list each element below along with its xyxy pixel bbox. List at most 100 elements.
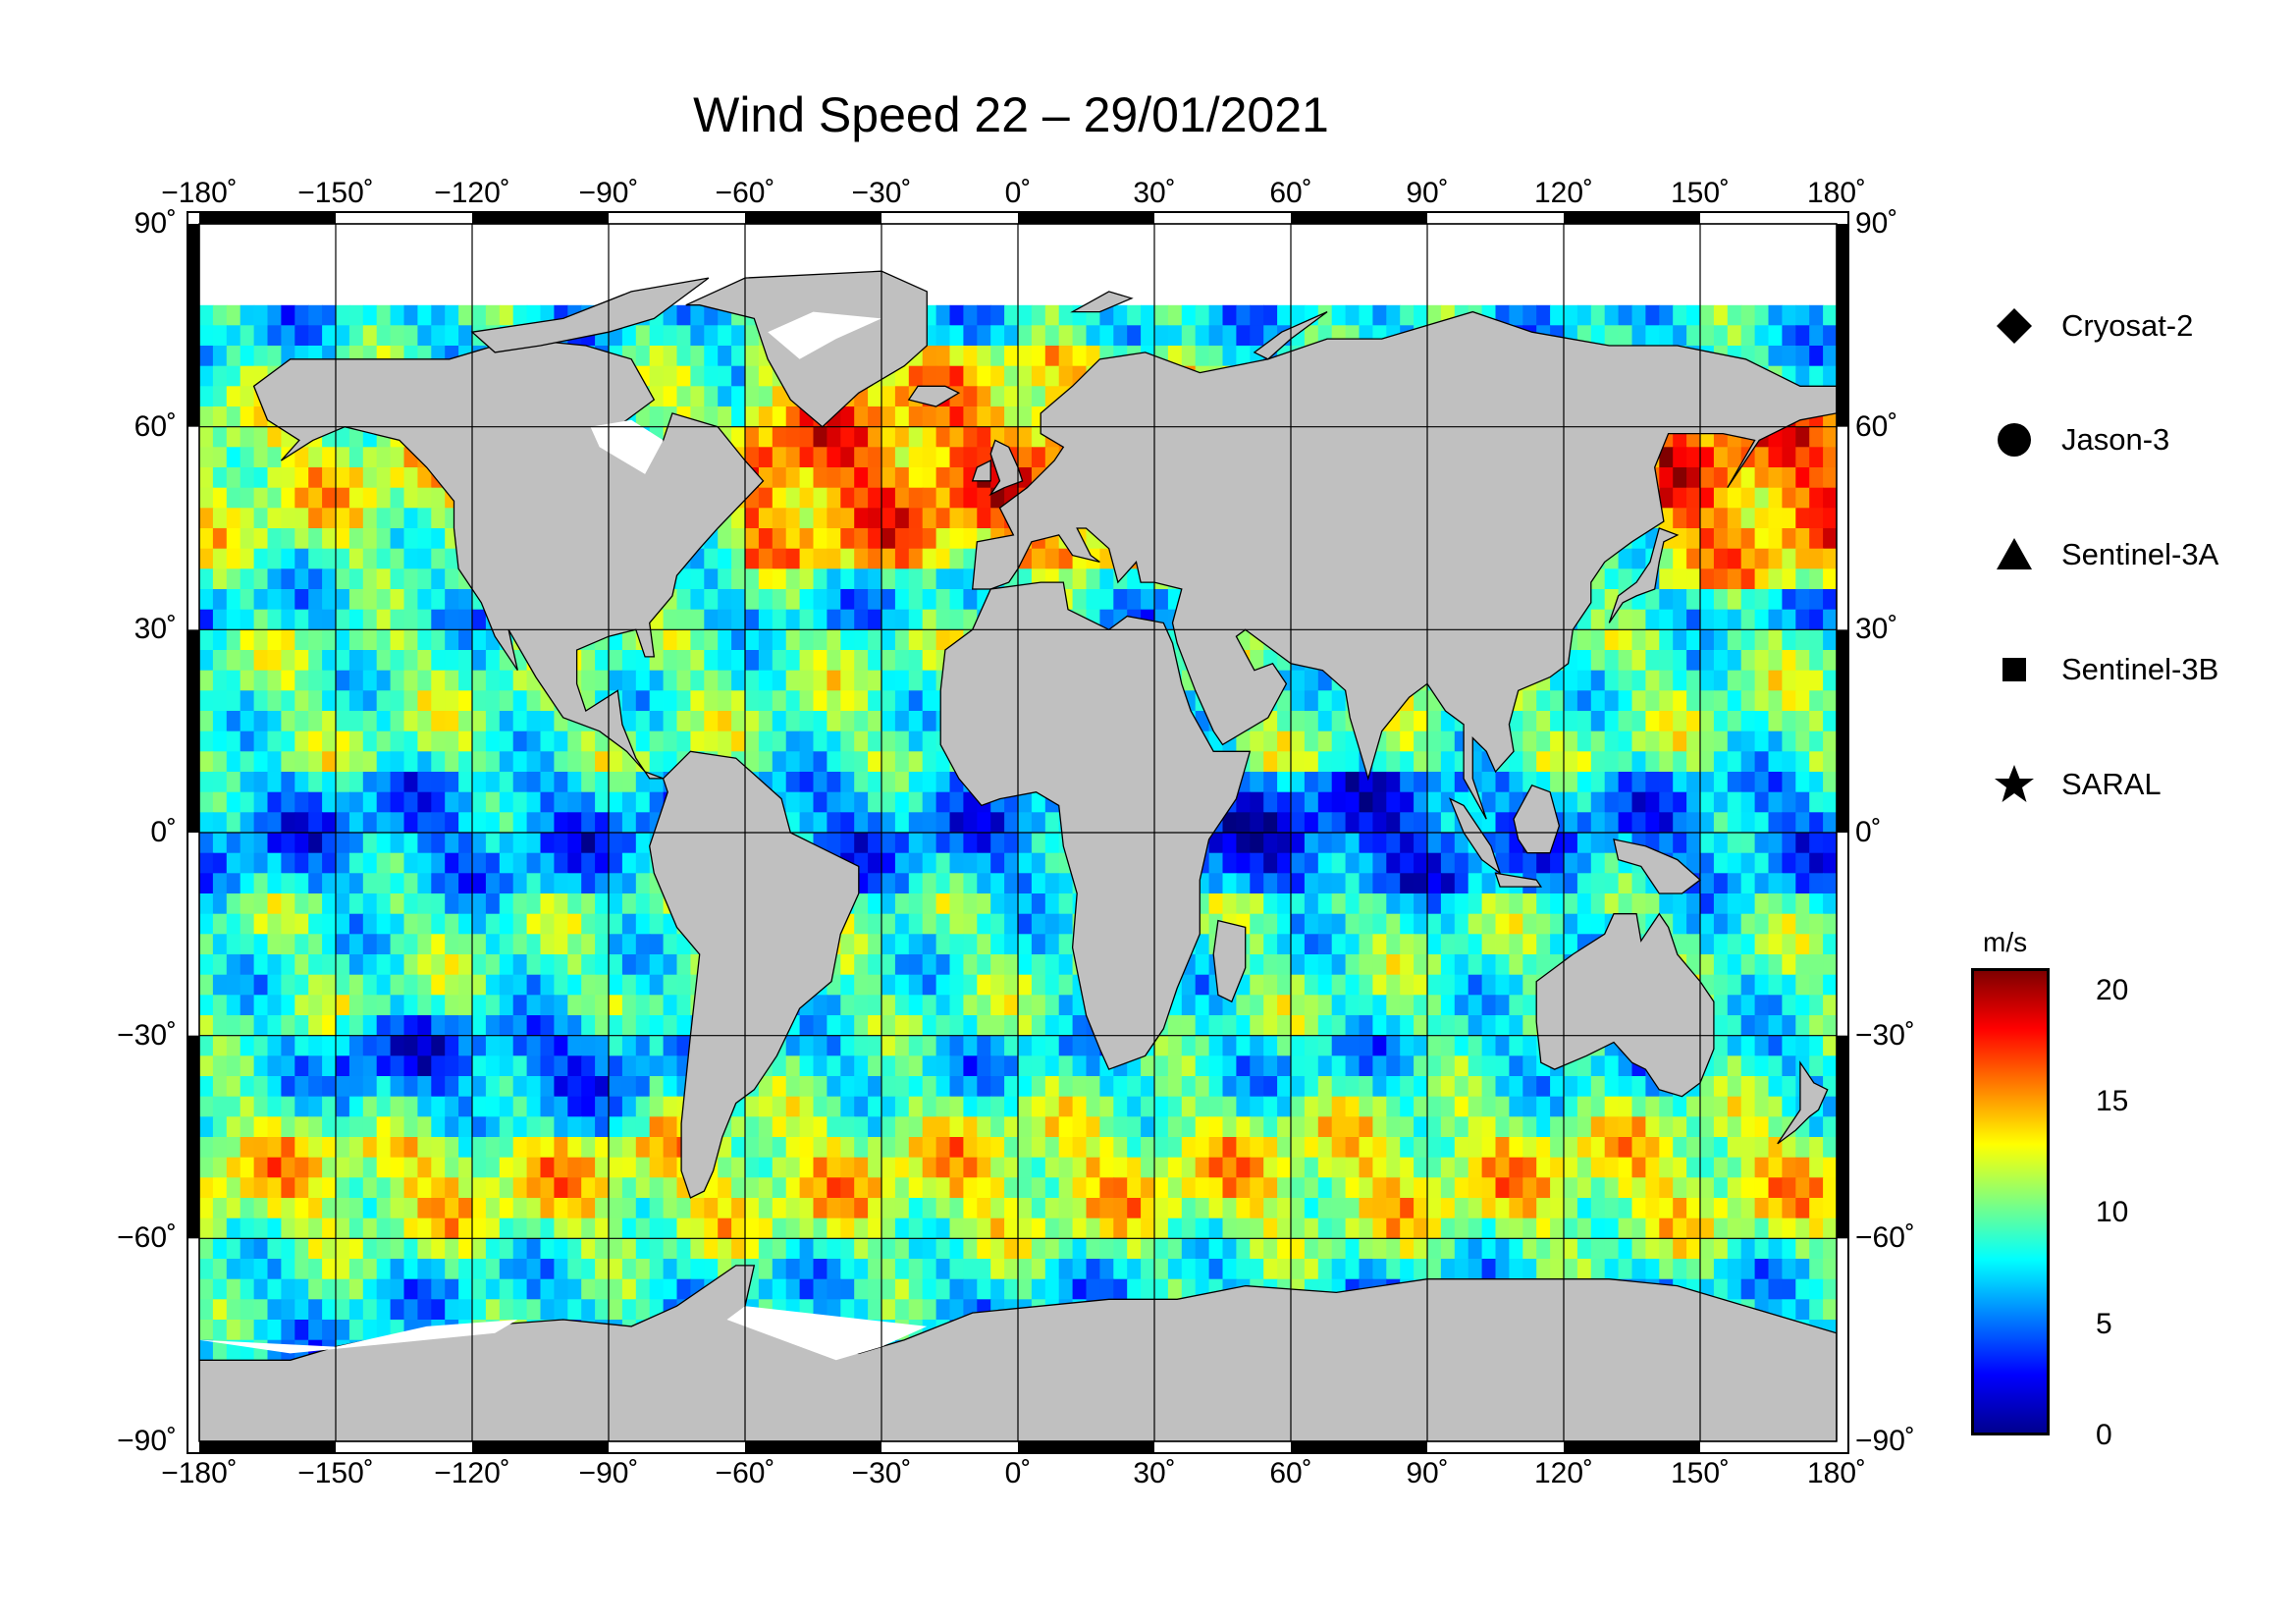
lat-tick-label: 30˚ [133, 613, 177, 646]
legend-item-jason-3: Jason-3 [1993, 415, 2169, 464]
lat-tick-label: −60˚ [1855, 1221, 1915, 1255]
lat-tick-label: 0˚ [150, 816, 177, 848]
frame-segment [1837, 629, 1848, 833]
lon-tick-label: −120˚ [434, 177, 510, 209]
lat-tick-label: 90˚ [1855, 207, 1898, 240]
colorbar [1971, 968, 2050, 1435]
star-icon [1993, 763, 2036, 806]
lon-tick-label: 180˚ [1806, 1457, 1867, 1489]
lon-tick-label: −150˚ [297, 1457, 374, 1489]
frame-segment [1018, 212, 1154, 224]
lon-tick-label: 180˚ [1806, 177, 1867, 209]
lon-tick-label: −180˚ [161, 177, 238, 209]
frame-segment [745, 212, 881, 224]
lat-tick-label: 0˚ [1855, 816, 1882, 848]
land-polygon [971, 310, 1837, 820]
wind-speed-field [199, 224, 1837, 1441]
lon-tick-label: 0˚ [1004, 177, 1032, 209]
lat-tick-label: −90˚ [117, 1425, 177, 1457]
square-icon [1993, 648, 2036, 691]
lon-tick-label: 0˚ [1004, 1457, 1032, 1489]
lon-tick-label: −60˚ [715, 177, 775, 209]
frame-segment [1837, 1035, 1848, 1239]
land-polygon [1608, 527, 1680, 623]
land-polygon [1777, 1060, 1829, 1145]
colorbar-unit: m/s [1983, 927, 2028, 957]
triangle-icon [1993, 533, 2036, 576]
diamond-icon [1993, 304, 2036, 348]
frame-segment [1018, 1441, 1154, 1453]
lat-tick-label: −90˚ [1855, 1425, 1915, 1457]
lat-tick-label: 60˚ [1855, 409, 1898, 443]
ice-region [768, 311, 881, 359]
lon-tick-label: 90˚ [1406, 177, 1449, 209]
land-polygon [1535, 912, 1715, 1098]
lat-tick-label: 90˚ [133, 207, 177, 240]
frame-segment [199, 212, 336, 224]
legend-item-saral: SARAL [1993, 760, 2162, 809]
legend-label: Sentinel-3A [2061, 537, 2219, 571]
frame-segment [472, 1441, 609, 1453]
land-polygon [1613, 839, 1702, 894]
map-title: Wind Speed 22 – 29/01/2021 [693, 87, 1329, 142]
frame-segment [187, 224, 199, 427]
lat-tick-label: −30˚ [1855, 1018, 1915, 1052]
ice-region [199, 1320, 518, 1354]
lon-tick-label: 60˚ [1269, 1457, 1312, 1489]
colorbar-tick-label: 20 [2096, 973, 2129, 1006]
lon-tick-label: 60˚ [1269, 177, 1312, 209]
legend-label: Jason-3 [2061, 422, 2170, 457]
circle-icon [1993, 418, 2036, 461]
lat-tick-label: 30˚ [1855, 613, 1898, 646]
lat-tick-label: −60˚ [117, 1221, 177, 1255]
lon-tick-label: −60˚ [715, 1457, 775, 1489]
lon-tick-label: −90˚ [578, 1457, 639, 1489]
frame-segment [1291, 212, 1427, 224]
frame-segment [1564, 212, 1700, 224]
legend-label: Cryosat-2 [2061, 308, 2194, 343]
lon-tick-label: −150˚ [297, 177, 374, 209]
colorbar-tick-label: 5 [2096, 1307, 2112, 1340]
lon-tick-label: 150˚ [1670, 1457, 1731, 1489]
lon-tick-label: 120˚ [1533, 177, 1594, 209]
frame-segment [1291, 1441, 1427, 1453]
land-polygon [971, 460, 991, 482]
land-polygon [1494, 872, 1543, 888]
frame-segment [199, 1441, 336, 1453]
lon-tick-label: 30˚ [1133, 177, 1176, 209]
lat-tick-label: −30˚ [117, 1018, 177, 1052]
land-polygon [1212, 919, 1247, 1003]
lon-tick-label: 30˚ [1133, 1457, 1176, 1489]
frame-segment [472, 212, 609, 224]
frame-segment [187, 629, 199, 833]
lon-tick-label: −90˚ [578, 177, 639, 209]
lon-tick-label: 120˚ [1533, 1457, 1594, 1489]
legend-label: SARAL [2061, 767, 2162, 801]
land-polygon [907, 385, 961, 407]
frame-segment [745, 1441, 881, 1453]
legend-item-sentinel-3a: Sentinel-3A [1993, 530, 2218, 579]
frame-segment [1564, 1441, 1700, 1453]
land-polygon [988, 439, 1024, 497]
lon-tick-label: −120˚ [434, 1457, 510, 1489]
map-frame [187, 211, 1849, 1454]
lon-tick-label: −180˚ [161, 1457, 238, 1489]
lon-tick-label: 150˚ [1670, 177, 1731, 209]
legend-label: Sentinel-3B [2061, 652, 2219, 686]
lon-tick-label: −30˚ [851, 1457, 912, 1489]
land-polygon [649, 750, 860, 1199]
land-polygon [1070, 291, 1134, 313]
land-polygon [470, 277, 710, 353]
legend-item-cryosat-2: Cryosat-2 [1993, 301, 2193, 351]
ice-region [726, 1306, 928, 1361]
lat-tick-label: 60˚ [133, 409, 177, 443]
legend-item-sentinel-3b: Sentinel-3B [1993, 645, 2218, 694]
colorbar-tick-label: 0 [2096, 1419, 2112, 1451]
land-polygon [1513, 784, 1561, 854]
frame-segment [1837, 224, 1848, 427]
colorbar-tick-label: 10 [2096, 1196, 2129, 1229]
lon-tick-label: −30˚ [851, 177, 912, 209]
frame-segment [187, 1035, 199, 1239]
lon-tick-label: 90˚ [1406, 1457, 1449, 1489]
